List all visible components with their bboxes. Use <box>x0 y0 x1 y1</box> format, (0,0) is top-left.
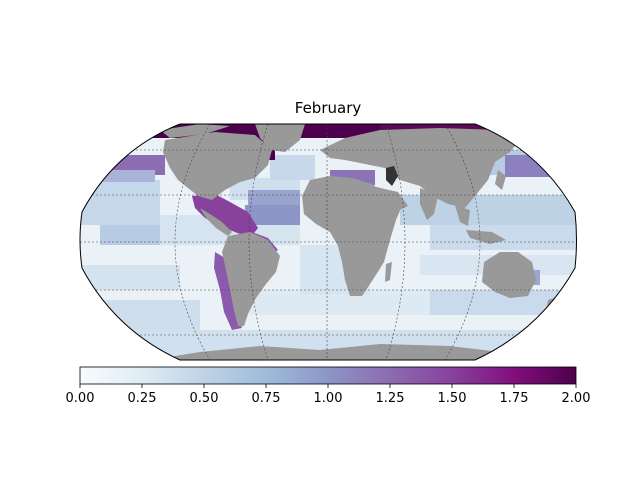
colorbar-tick-label: 1.50 <box>437 391 467 406</box>
colorbar-tick-label: 2.00 <box>561 391 591 406</box>
australia <box>482 252 536 298</box>
colorbar-tick-label: 1.25 <box>375 391 405 406</box>
colorbar-tick-label: 0.00 <box>65 391 95 406</box>
colorbar-tick-label: 0.50 <box>189 391 219 406</box>
caspian-sea <box>386 166 398 186</box>
land-masses <box>150 124 554 360</box>
greenland <box>255 124 305 152</box>
graticule <box>80 124 575 360</box>
north-america <box>163 132 272 200</box>
caribbean-high-values <box>192 194 258 238</box>
colorbar-tick-label: 1.00 <box>313 391 343 406</box>
map-boundary <box>79 123 577 361</box>
colorbar-tick-label: 0.75 <box>251 391 281 406</box>
colorbar <box>80 367 576 384</box>
antarctica <box>150 344 530 360</box>
eurasia <box>320 128 520 208</box>
map-title: February <box>294 99 362 117</box>
colorbar-tick-label: 0.25 <box>127 391 157 406</box>
colorbar-ticks <box>79 384 577 388</box>
colorbar-tick-label: 1.75 <box>499 391 529 406</box>
